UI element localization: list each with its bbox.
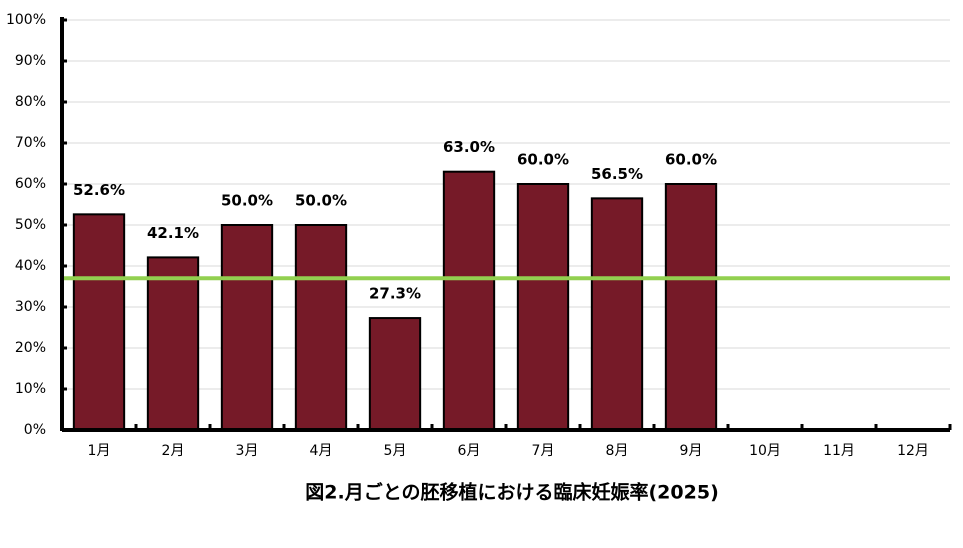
x-tick-label: 6月 — [458, 443, 481, 459]
y-tick-label: 80% — [15, 94, 46, 110]
value-label: 42.1% — [147, 224, 199, 242]
x-tick-label: 1月 — [88, 443, 111, 459]
value-label: 27.3% — [369, 285, 421, 303]
y-tick-label: 10% — [15, 381, 46, 397]
x-tick-label: 8月 — [606, 443, 629, 459]
bar — [442, 170, 496, 431]
y-tick-label: 0% — [24, 422, 46, 438]
y-tick-label: 70% — [15, 135, 46, 151]
x-tick-label: 11月 — [823, 443, 855, 459]
y-tick-label: 40% — [15, 258, 46, 274]
bar — [146, 256, 200, 432]
value-label: 50.0% — [295, 192, 347, 210]
bar — [590, 197, 644, 431]
bar — [220, 224, 274, 431]
x-tick-label: 3月 — [236, 443, 259, 459]
value-label: 63.0% — [443, 138, 495, 156]
value-label: 60.0% — [517, 151, 569, 169]
y-tick-label: 30% — [15, 299, 46, 315]
bar — [664, 183, 718, 431]
y-tick-label: 50% — [15, 217, 46, 233]
y-tick-label: 90% — [15, 53, 46, 69]
x-tick-label: 9月 — [680, 443, 703, 459]
y-tick-label: 60% — [15, 176, 46, 192]
bar — [72, 213, 126, 431]
y-tick-label: 100% — [6, 12, 46, 28]
chart-title: 図2.月ごとの胚移植における臨床妊娠率(2025) — [305, 481, 719, 504]
y-tick-label: 20% — [15, 340, 46, 356]
x-tick-label: 7月 — [532, 443, 555, 459]
value-label: 56.5% — [591, 165, 643, 183]
x-tick-label: 12月 — [897, 443, 929, 459]
value-label: 52.6% — [73, 181, 125, 199]
bar — [368, 317, 422, 432]
x-tick-label: 4月 — [310, 443, 333, 459]
value-label: 50.0% — [221, 192, 273, 210]
bar — [516, 183, 570, 431]
value-label: 60.0% — [665, 151, 717, 169]
x-tick-label: 5月 — [384, 443, 407, 459]
bar — [294, 224, 348, 431]
x-tick-label: 10月 — [749, 443, 781, 459]
x-tick-label: 2月 — [162, 443, 185, 459]
